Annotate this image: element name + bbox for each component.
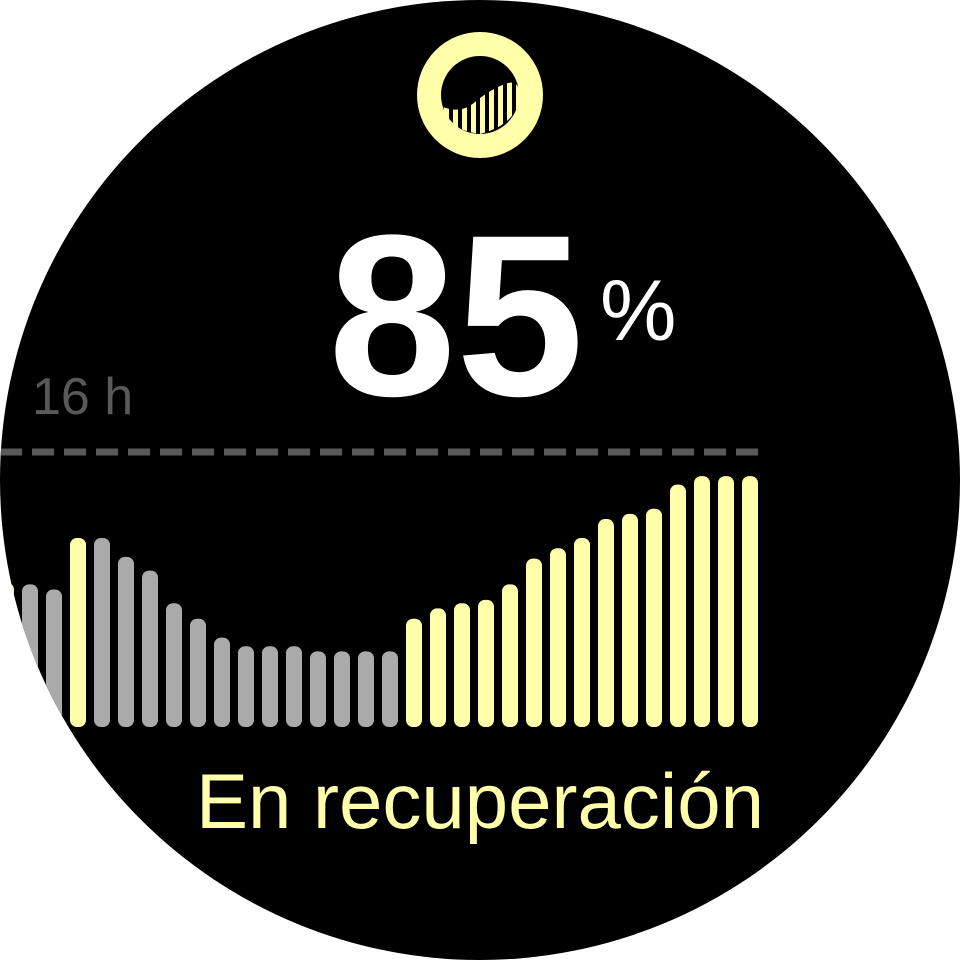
bar [574, 537, 590, 727]
bar [0, 582, 14, 727]
bar [310, 651, 326, 727]
bar [70, 537, 86, 727]
recovery-gauge-icon [417, 32, 543, 158]
bar [406, 618, 422, 727]
bar [142, 570, 158, 727]
recovery-status: En recuperación [196, 757, 764, 845]
bar [718, 476, 734, 727]
bar [286, 646, 302, 727]
bar [526, 558, 542, 727]
bar [118, 556, 134, 727]
bar [334, 651, 350, 727]
bar [166, 603, 182, 727]
reference-line-label: 16 h [32, 368, 133, 426]
bar [598, 519, 614, 727]
bar [742, 476, 758, 727]
bar [214, 637, 230, 727]
bar [190, 618, 206, 727]
bar [478, 599, 494, 727]
bar [622, 513, 638, 727]
bar [382, 651, 398, 727]
bar [646, 508, 662, 727]
bar [358, 651, 374, 727]
bar-chart [0, 476, 758, 727]
bar [454, 603, 470, 727]
bar [430, 608, 446, 727]
recovery-value: 85 [328, 187, 584, 444]
recovery-unit: % [600, 263, 676, 359]
bar [94, 537, 110, 727]
bar [670, 484, 686, 727]
bar [502, 584, 518, 727]
bar [550, 548, 566, 727]
bar [694, 476, 710, 727]
bar [238, 646, 254, 727]
bar [22, 584, 38, 727]
bar [262, 646, 278, 727]
bar [46, 589, 62, 727]
